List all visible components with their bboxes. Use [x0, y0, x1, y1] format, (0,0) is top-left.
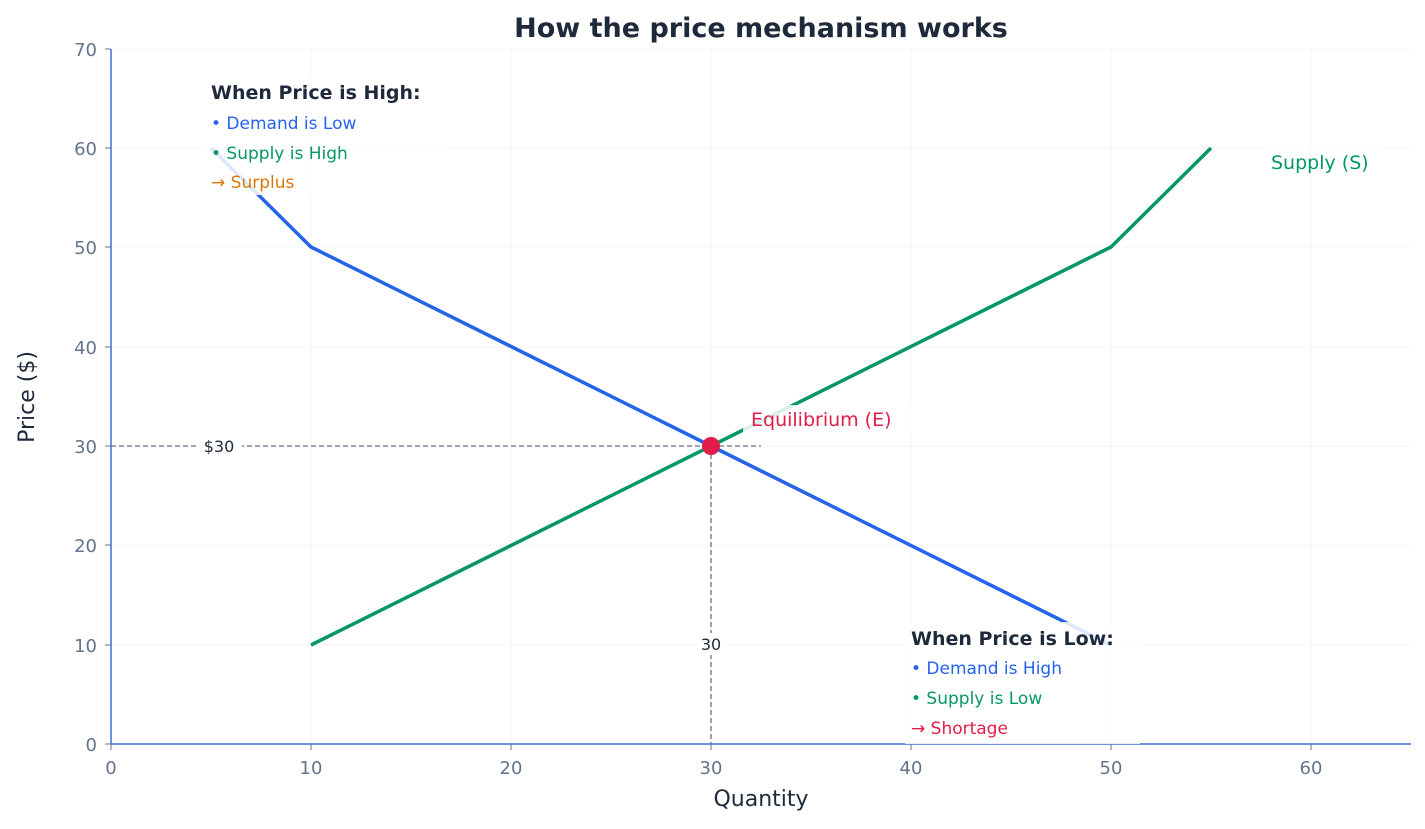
svg-text:20: 20: [74, 536, 97, 557]
svg-text:0: 0: [105, 758, 116, 779]
high-price-annotation: When Price is High: • Demand is Low • Su…: [205, 75, 445, 195]
svg-text:40: 40: [74, 338, 97, 359]
y-axis-label: Price ($): [15, 351, 40, 443]
svg-text:When Price is High:: When Price is High:: [211, 82, 421, 104]
equilibrium-label: Equilibrium (E): [751, 409, 892, 431]
svg-text:→ Surplus: → Surplus: [211, 173, 294, 193]
svg-text:When Price is Low:: When Price is Low:: [911, 628, 1114, 650]
equilibrium-quantity-label: 30: [701, 635, 721, 654]
y-ticks: [105, 48, 111, 745]
x-axis-label: Quantity: [713, 787, 808, 812]
svg-text:50: 50: [1100, 758, 1123, 779]
svg-text:10: 10: [300, 758, 323, 779]
equilibrium-point: [702, 437, 720, 455]
svg-text:• Supply is Low: • Supply is Low: [911, 689, 1042, 709]
svg-text:60: 60: [1300, 758, 1323, 779]
supply-label: Supply (S): [1271, 152, 1369, 174]
svg-text:40: 40: [900, 758, 923, 779]
demand-curve: [209, 146, 1112, 647]
equilibrium-price-label: $30: [204, 437, 235, 456]
low-price-annotation: When Price is Low: • Demand is High • Su…: [905, 622, 1140, 744]
svg-text:• Supply is High: • Supply is High: [211, 144, 348, 164]
svg-text:0: 0: [86, 735, 97, 756]
svg-text:30: 30: [700, 758, 723, 779]
svg-text:• Demand is High: • Demand is High: [911, 659, 1062, 679]
x-ticks: [110, 744, 1312, 750]
x-tick-labels: 0 10 20 30 40 50 60: [105, 758, 1322, 779]
svg-text:• Demand is Low: • Demand is Low: [211, 114, 356, 134]
chart-title: How the price mechanism works: [514, 13, 1008, 44]
svg-text:10: 10: [74, 636, 97, 657]
supply-curve: [310, 146, 1213, 647]
svg-text:50: 50: [74, 238, 97, 259]
y-tick-labels: 70 60 50 40 30 20 10 0: [74, 40, 97, 756]
svg-text:→ Shortage: → Shortage: [911, 719, 1008, 739]
svg-text:70: 70: [74, 40, 97, 61]
svg-text:30: 30: [74, 437, 97, 458]
svg-text:60: 60: [74, 139, 97, 160]
svg-text:20: 20: [500, 758, 523, 779]
